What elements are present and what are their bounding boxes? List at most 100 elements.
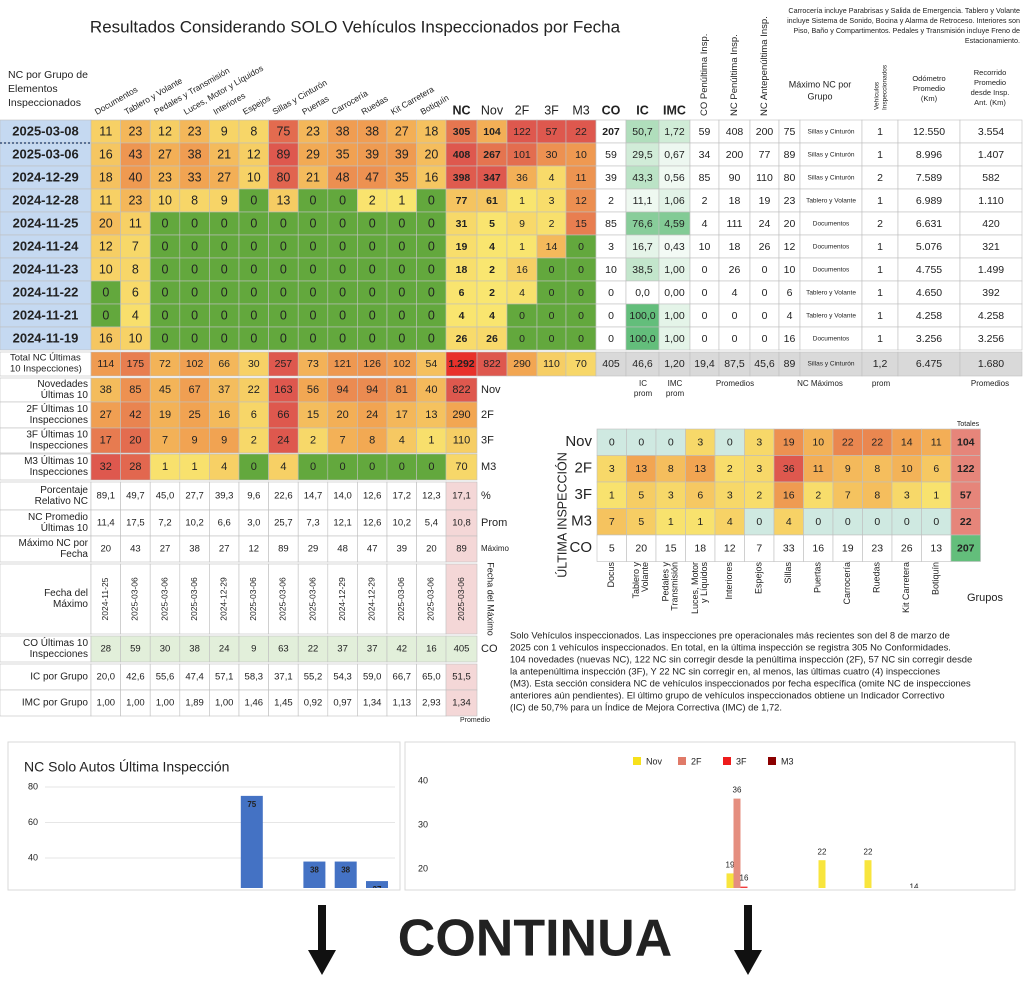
cell-text: 2 [549, 218, 555, 230]
cell-text: 20 [424, 147, 438, 161]
stat-label: Últimas 10 [41, 521, 89, 534]
stat-cell: 11,4 [97, 518, 115, 529]
value-label: 0 [703, 944, 708, 953]
cell-text: 12 [158, 124, 172, 138]
total-cell: 121 [334, 358, 352, 370]
bar [681, 944, 688, 957]
cell [238, 689, 269, 717]
cell [626, 428, 657, 456]
cell [327, 377, 358, 403]
bar [695, 948, 702, 957]
cell [209, 401, 240, 429]
cell-text: 80 [784, 172, 796, 184]
cell [416, 535, 447, 563]
matrix-cell: 7 [845, 489, 851, 501]
cell-text: 0 [398, 262, 405, 276]
matrix-cell: 11 [931, 436, 942, 448]
cell [120, 401, 151, 429]
cell-text: 6 [787, 287, 793, 299]
cell-text: 9 [221, 124, 228, 138]
bar [787, 948, 794, 957]
cell [209, 481, 240, 511]
cell [238, 563, 269, 635]
note: Piso, Baño y Compartimentos. Pedales y T… [793, 26, 1020, 35]
cell [445, 535, 478, 563]
stat-cell: 47,4 [185, 672, 204, 683]
cell-text: 34 [699, 149, 711, 161]
cell-text: 12 [784, 241, 796, 253]
value-label: 0 [979, 944, 984, 953]
total-cell: 70 [575, 358, 587, 370]
value-label: 16 [740, 874, 749, 883]
cell-text: 0 [608, 310, 614, 322]
total-cell: 1,20 [664, 358, 685, 370]
cell [149, 663, 181, 691]
column-header: 3F [544, 103, 559, 117]
cell-text: 0 [578, 333, 584, 345]
stat-cell: 1 [192, 461, 198, 473]
cell-text: 4 [702, 218, 708, 230]
cell [149, 427, 181, 454]
matrix-cell: 0 [904, 516, 910, 528]
stat-date: 2025-03-06 [396, 577, 406, 621]
cell [714, 455, 745, 483]
stat-label: Fecha del [44, 588, 88, 599]
matrix-cell: 16 [812, 542, 824, 554]
stat-cell: 1,00 [97, 698, 116, 709]
stat-cell: 9 [192, 434, 198, 446]
cell-text: 1.110 [978, 195, 1004, 207]
cell-text: 16 [784, 333, 796, 345]
stat-label: Inspecciones [30, 441, 88, 452]
cell-text: 0 [221, 331, 228, 345]
cell-text: 18 [729, 195, 741, 207]
cell-text: 0 [369, 216, 376, 230]
matrix-cell: 16 [783, 489, 795, 501]
cell [268, 635, 299, 663]
matrix-col-label: Puertas [813, 562, 823, 594]
stat-cell: 14,0 [333, 491, 352, 502]
stat-cell: 12,3 [422, 491, 441, 502]
cell [209, 663, 240, 691]
cell-text: 11 [99, 124, 112, 138]
stat-cell: 0,97 [333, 698, 352, 709]
total-cell: 87,5 [724, 358, 745, 370]
cell-text: 77 [759, 149, 771, 161]
cell [445, 689, 478, 717]
value-label: 11 [779, 896, 788, 905]
cell-text: 0 [339, 193, 346, 207]
matrix-cell: 7 [756, 542, 762, 554]
bar [733, 798, 741, 888]
column-header: NC Penúltima Insp. [729, 34, 740, 116]
cell [714, 534, 745, 562]
bar [726, 873, 734, 888]
cell [386, 453, 417, 481]
total-cell: 72 [159, 358, 171, 370]
cell [120, 377, 151, 403]
cell-text: 0 [369, 308, 376, 322]
stat-cell: 94 [366, 384, 378, 396]
stat-cell: 40 [425, 384, 437, 396]
total-note: prom [666, 389, 685, 398]
value-label: 75 [247, 800, 256, 809]
stat-cell: 59,0 [363, 672, 382, 683]
bar [272, 888, 294, 929]
cell-text: 23 [128, 124, 142, 138]
cell-text: 0 [280, 308, 287, 322]
cell-text: Sillas y Cinturón [808, 175, 855, 182]
cell-text: 0 [702, 333, 708, 345]
cell-text: 6 [459, 287, 465, 299]
matrix-cell: 1 [609, 489, 615, 501]
cell-text: 50,7 [632, 126, 653, 138]
cell-text: Tablero y Volante [806, 290, 856, 297]
summary-text: Solo Vehículos inspeccionados. Las inspe… [510, 629, 950, 640]
cell-text: 4 [549, 172, 555, 184]
cell [445, 635, 478, 663]
cell-text: 321 [982, 241, 1000, 253]
cell [120, 453, 151, 481]
cell-text: 59 [699, 126, 711, 138]
total-cell: 1,2 [873, 358, 888, 370]
cell-text: 4.755 [916, 264, 942, 276]
date: 2024-12-28 [12, 192, 79, 207]
matrix-cell: 22 [960, 516, 972, 528]
column-header: NC [452, 103, 470, 117]
